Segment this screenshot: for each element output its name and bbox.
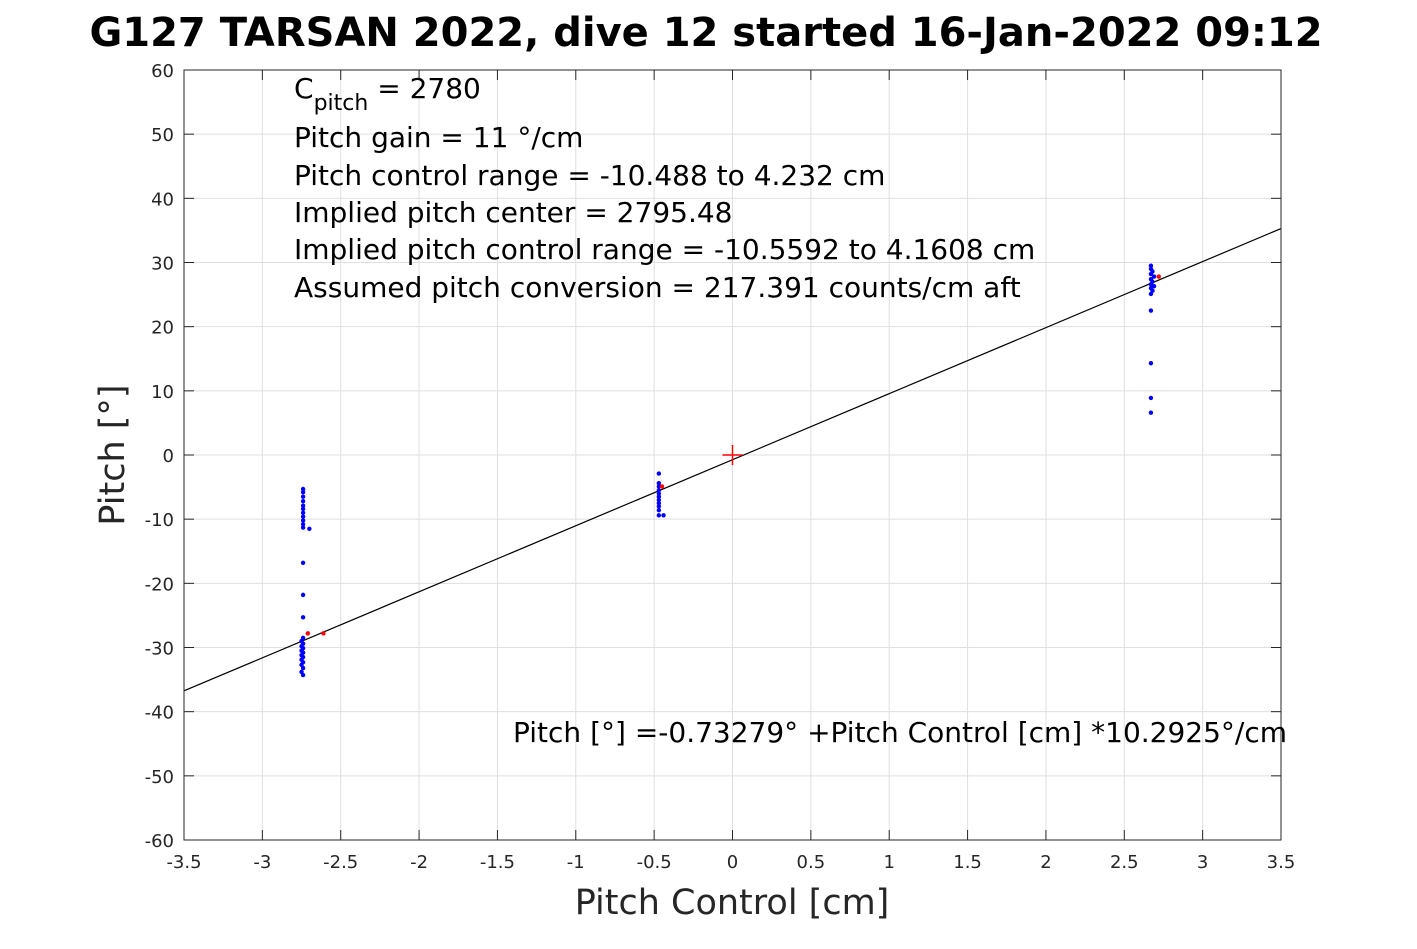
x-tick-label: -3 bbox=[253, 852, 271, 873]
data-points-layer bbox=[299, 263, 1161, 678]
pitch-control-range-annotation: Pitch control range = -10.488 to 4.232 c… bbox=[294, 159, 885, 192]
data-point bbox=[661, 513, 666, 518]
y-tick-label: -20 bbox=[145, 574, 174, 595]
data-point bbox=[300, 665, 306, 671]
highlight-point bbox=[305, 631, 311, 636]
data-point bbox=[1148, 410, 1154, 415]
data-point bbox=[656, 481, 662, 486]
y-axis-ticks: 60 50 40 30 20 10 0 -10 -20 -30 -40 -50 -60 bbox=[145, 61, 1281, 852]
implied-pitch-center-annotation: Implied pitch center = 2795.48 bbox=[294, 196, 732, 229]
x-tick-label: -2 bbox=[410, 852, 428, 873]
x-tick-label: 1.5 bbox=[953, 852, 982, 873]
data-point bbox=[300, 592, 306, 598]
y-tick-label: -40 bbox=[145, 703, 174, 724]
data-point bbox=[300, 518, 306, 523]
data-point bbox=[300, 506, 306, 512]
y-tick-label: 30 bbox=[151, 254, 174, 275]
pitch-conversion-annotation: Assumed pitch conversion = 217.391 count… bbox=[294, 271, 1021, 304]
implied-pitch-range-annotation: Implied pitch control range = -10.5592 t… bbox=[294, 233, 1035, 266]
pitch-gain-annotation: Pitch gain = 11 °/cm bbox=[294, 121, 583, 154]
c-pitch-subscript: pitch bbox=[314, 91, 369, 116]
c-pitch-value: = 2780 bbox=[368, 72, 481, 105]
x-tick-label: 2 bbox=[1040, 852, 1051, 873]
data-point bbox=[656, 488, 662, 493]
data-point bbox=[1148, 308, 1154, 313]
y-tick-label: -50 bbox=[145, 767, 174, 788]
c-pitch-prefix: C bbox=[294, 72, 314, 105]
data-point bbox=[300, 510, 306, 515]
y-tick-label: -60 bbox=[145, 831, 174, 852]
y-tick-label: -30 bbox=[145, 639, 174, 660]
x-axis-label: Pitch Control [cm] bbox=[575, 883, 890, 923]
data-point bbox=[1148, 276, 1154, 282]
x-tick-label: 0 bbox=[727, 852, 738, 873]
data-point bbox=[1148, 266, 1154, 272]
x-tick-label: 0.5 bbox=[797, 852, 826, 873]
y-tick-label: 10 bbox=[151, 382, 174, 403]
highlight-point bbox=[321, 631, 326, 636]
y-tick-label: 60 bbox=[151, 61, 174, 82]
data-point bbox=[300, 560, 306, 565]
data-point bbox=[307, 526, 312, 531]
x-tick-label: -2.5 bbox=[323, 852, 358, 873]
y-tick-label: 50 bbox=[151, 125, 174, 146]
data-point bbox=[300, 486, 306, 492]
data-point bbox=[300, 499, 306, 504]
y-tick-label: -10 bbox=[145, 510, 174, 531]
data-point bbox=[656, 494, 662, 499]
data-point bbox=[300, 672, 306, 678]
x-tick-label: -0.5 bbox=[637, 852, 672, 873]
fit-equation-annotation: Pitch [°] =-0.73279° +Pitch Control [cm]… bbox=[513, 716, 1287, 749]
data-point bbox=[300, 615, 306, 620]
data-point bbox=[656, 513, 662, 518]
x-tick-label: 3 bbox=[1197, 852, 1208, 873]
data-point bbox=[656, 471, 662, 476]
highlight-point bbox=[659, 484, 665, 489]
highlight-point bbox=[1156, 274, 1161, 279]
chart-title: G127 TARSAN 2022, dive 12 started 16-Jan… bbox=[89, 10, 1322, 56]
data-point bbox=[300, 514, 306, 519]
data-point bbox=[300, 494, 306, 499]
x-tick-label: 2.5 bbox=[1110, 852, 1139, 873]
data-point bbox=[1148, 263, 1154, 268]
x-tick-label: -1.5 bbox=[480, 852, 515, 873]
data-point bbox=[656, 497, 662, 503]
data-point bbox=[1151, 274, 1157, 279]
y-tick-label: 20 bbox=[151, 318, 174, 339]
data-point bbox=[656, 500, 662, 506]
data-point bbox=[1148, 361, 1154, 366]
x-tick-label: -1 bbox=[567, 852, 585, 873]
center-marker-layer bbox=[722, 445, 743, 465]
data-point bbox=[300, 525, 306, 530]
data-point bbox=[656, 484, 662, 489]
data-point bbox=[300, 522, 306, 527]
y-tick-label: 0 bbox=[163, 446, 174, 467]
data-point bbox=[656, 504, 662, 509]
x-tick-label: 1 bbox=[883, 852, 894, 873]
x-tick-label: 3.5 bbox=[1267, 852, 1296, 873]
c-pitch-annotation: Cpitch = 2780 bbox=[294, 72, 481, 116]
data-point bbox=[300, 490, 306, 495]
y-tick-label: 40 bbox=[151, 189, 174, 210]
data-point bbox=[300, 503, 306, 508]
x-tick-label: -3.5 bbox=[166, 852, 201, 873]
data-point bbox=[656, 507, 662, 513]
y-axis-label: Pitch [°] bbox=[93, 384, 133, 525]
info-annotations: Cpitch = 2780 Pitch gain = 11 °/cm Pitch… bbox=[294, 72, 1287, 749]
data-point bbox=[656, 491, 662, 496]
x-axis-ticks: -3.5 -3 -2.5 -2 -1.5 -1 -0.5 0 0.5 1 1.5 2 2.5 3 3.5 bbox=[166, 70, 1295, 873]
data-point bbox=[1148, 395, 1154, 401]
